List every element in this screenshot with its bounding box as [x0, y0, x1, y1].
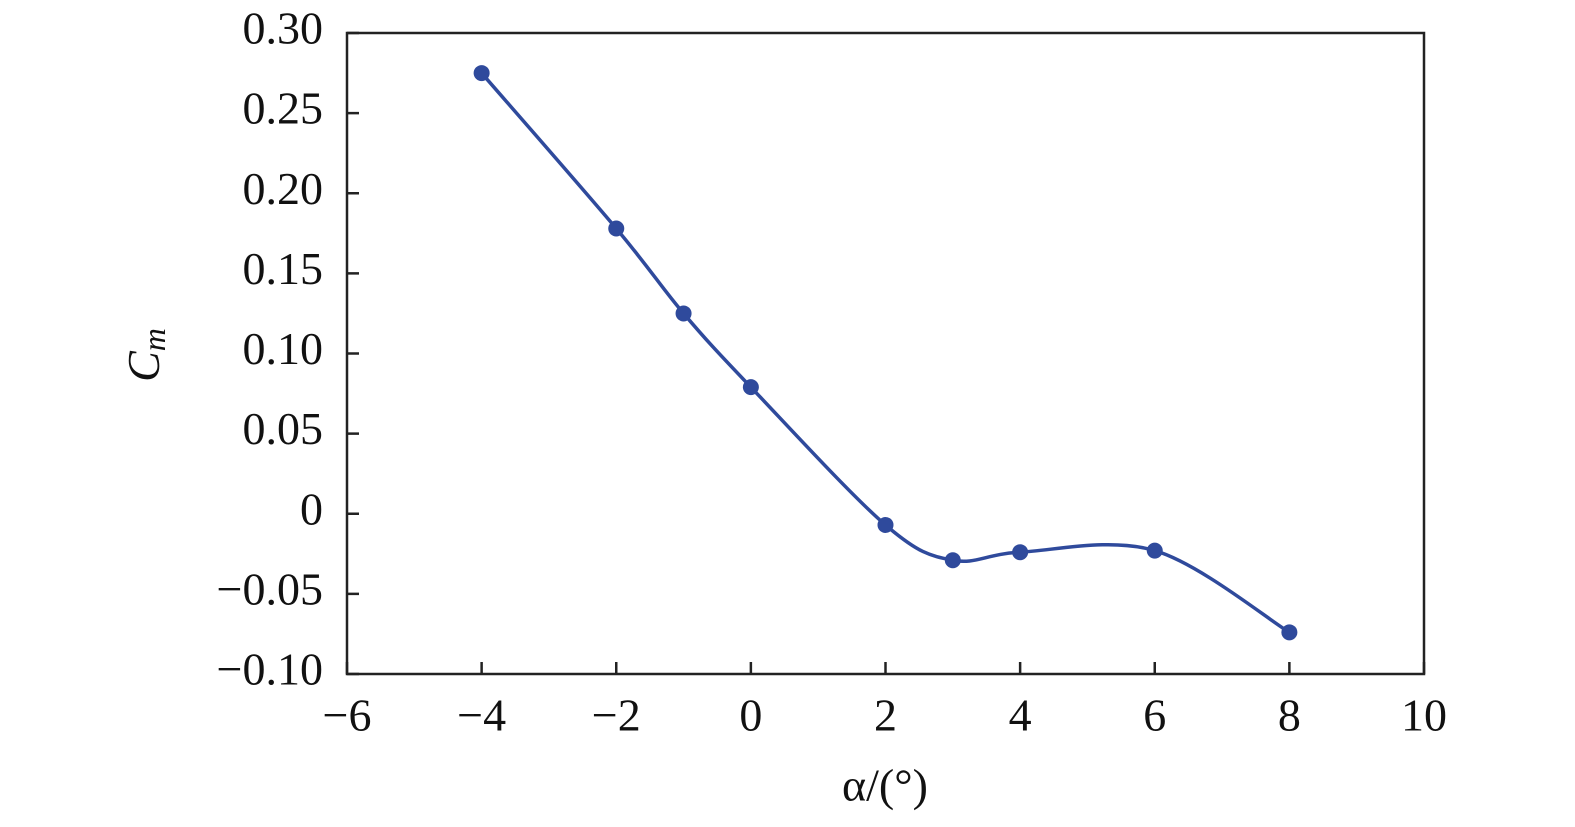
y-tick-label: 0.05 — [243, 403, 324, 454]
x-tick-label: 6 — [1143, 690, 1166, 741]
y-tick-label: 0.25 — [243, 83, 324, 134]
point — [1012, 544, 1029, 561]
y-tick-label: 0.10 — [243, 323, 324, 374]
point — [1281, 624, 1298, 641]
point — [675, 305, 692, 322]
x-tick-label: 2 — [874, 690, 897, 741]
y-tick-label: −0.05 — [217, 563, 323, 614]
point — [1146, 542, 1163, 559]
y-axis-label: Cm — [118, 328, 173, 382]
x-tick-label: 8 — [1278, 690, 1301, 741]
x-tick-label: −6 — [323, 690, 372, 741]
y-tick-label: 0.20 — [243, 163, 324, 214]
x-tick-label: 4 — [1009, 690, 1032, 741]
y-tick-label: 0 — [300, 483, 323, 534]
x-axis-label: α/(°) — [842, 760, 928, 811]
point — [944, 552, 961, 569]
x-tick-label: −2 — [592, 690, 641, 741]
plot-frame — [345, 31, 1426, 676]
point — [473, 65, 490, 82]
series-line — [480, 71, 1291, 634]
x-tick-label: 10 — [1401, 690, 1447, 741]
y-label-sub: m — [136, 328, 172, 351]
x-tick-label: −4 — [457, 690, 506, 741]
y-tick-label: 0.15 — [243, 243, 324, 294]
y-label-main: C — [118, 350, 169, 382]
y-tick-label: −0.10 — [217, 644, 323, 695]
point — [742, 379, 759, 396]
point — [608, 220, 625, 237]
y-tick-label: 0.30 — [243, 3, 324, 54]
x-tick-label: 0 — [739, 690, 762, 741]
point — [877, 516, 894, 533]
